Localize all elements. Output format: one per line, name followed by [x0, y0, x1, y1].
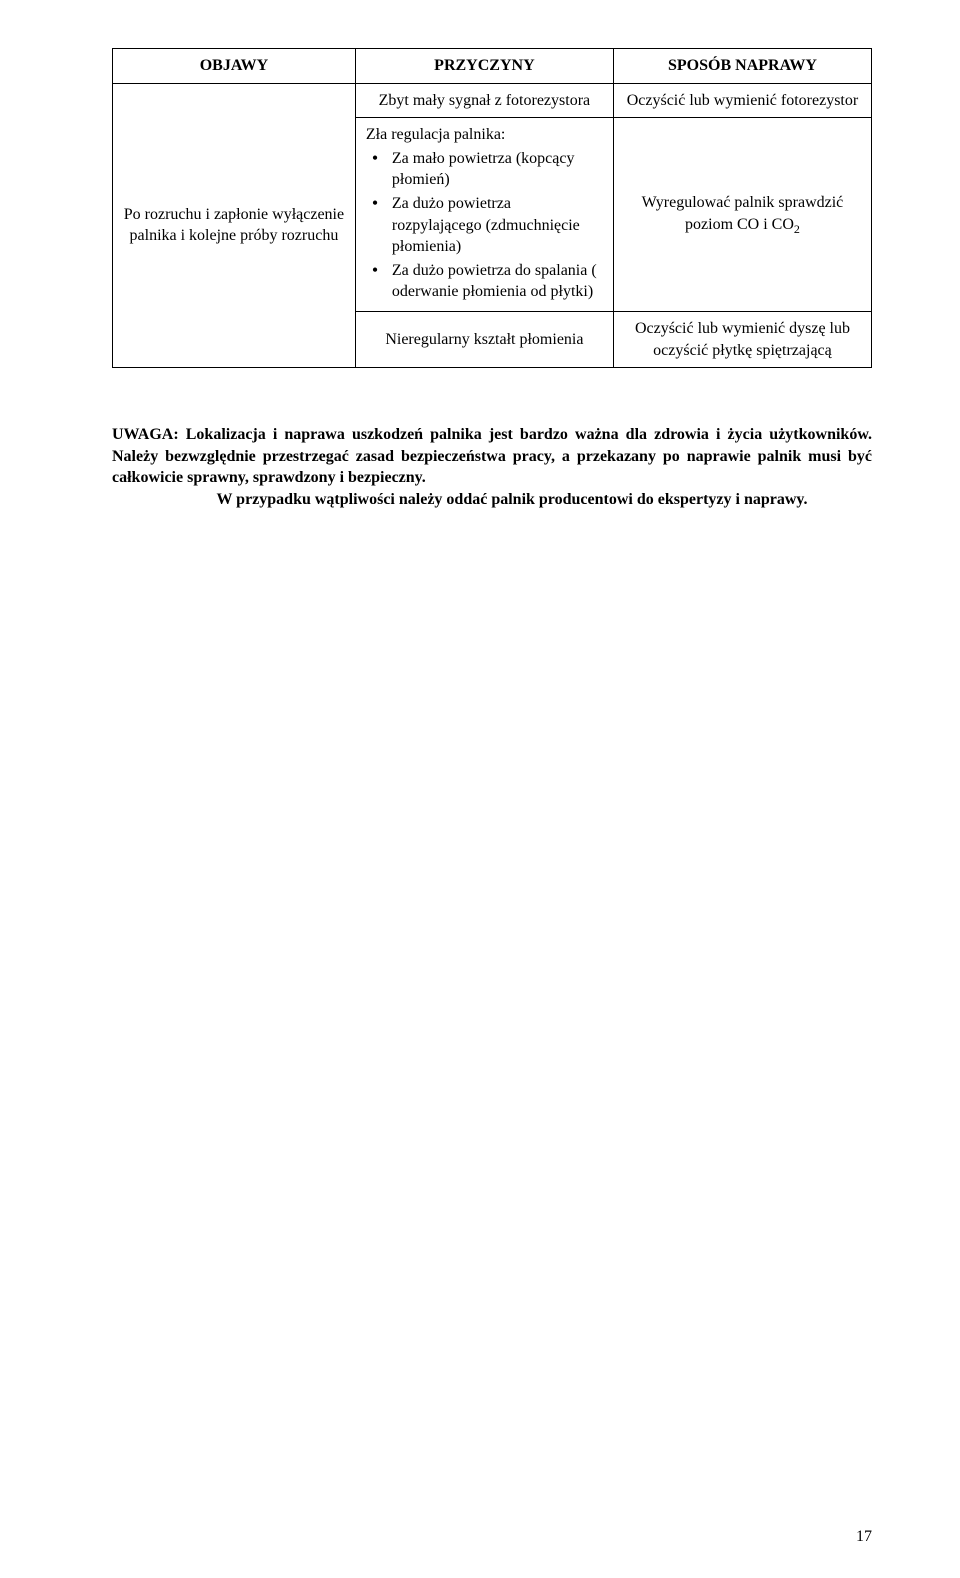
page-number: 17	[856, 1528, 872, 1546]
fix-text: Wyregulować palnik sprawdzić poziom CO i…	[642, 194, 844, 233]
warning-text: UWAGA: Lokalizacja i naprawa uszkodzeń p…	[112, 426, 872, 486]
note-text: W przypadku wątpliwości należy oddać pal…	[216, 491, 807, 508]
header-sposob: SPOSÓB NAPRAWY	[613, 49, 871, 84]
list-item: Za dużo powietrza do spalania ( oderwani…	[366, 260, 603, 303]
list-item: Za dużo powietrza rozpylającego (zdmuchn…	[366, 193, 603, 258]
table-header-row: OBJAWY PRZYCZYNY SPOSÓB NAPRAWY	[113, 49, 872, 84]
cause-cell: Zbyt mały sygnał z fotorezystora	[355, 83, 613, 118]
page: OBJAWY PRZYCZYNY SPOSÓB NAPRAWY Po rozru…	[0, 0, 960, 1578]
fix-cell: Oczyścić lub wymienić fotorezystor	[613, 83, 871, 118]
body-paragraphs: UWAGA: Lokalizacja i naprawa uszkodzeń p…	[112, 424, 872, 510]
cause-cell: Zła regulacja palnika: Za mało powietrza…	[355, 118, 613, 312]
fix-cell: Wyregulować palnik sprawdzić poziom CO i…	[613, 118, 871, 312]
header-przyczyny: PRZYCZYNY	[355, 49, 613, 84]
cause-list: Za mało powietrza (kopcący płomień) Za d…	[366, 148, 603, 303]
warning-paragraph: UWAGA: Lokalizacja i naprawa uszkodzeń p…	[112, 424, 872, 489]
table-row: Po rozruchu i zapłonie wyłączenie palnik…	[113, 83, 872, 118]
subscript-two: 2	[794, 222, 800, 236]
cause-cell: Nieregularny kształt płomienia	[355, 311, 613, 367]
symptom-cell: Po rozruchu i zapłonie wyłączenie palnik…	[113, 83, 356, 368]
header-objawy: OBJAWY	[113, 49, 356, 84]
note-paragraph: W przypadku wątpliwości należy oddać pal…	[112, 489, 872, 511]
troubleshooting-table: OBJAWY PRZYCZYNY SPOSÓB NAPRAWY Po rozru…	[112, 48, 872, 368]
cause-heading: Zła regulacja palnika:	[366, 124, 603, 146]
fix-cell: Oczyścić lub wymienić dyszę lub oczyścić…	[613, 311, 871, 367]
list-item: Za mało powietrza (kopcący płomień)	[366, 148, 603, 191]
